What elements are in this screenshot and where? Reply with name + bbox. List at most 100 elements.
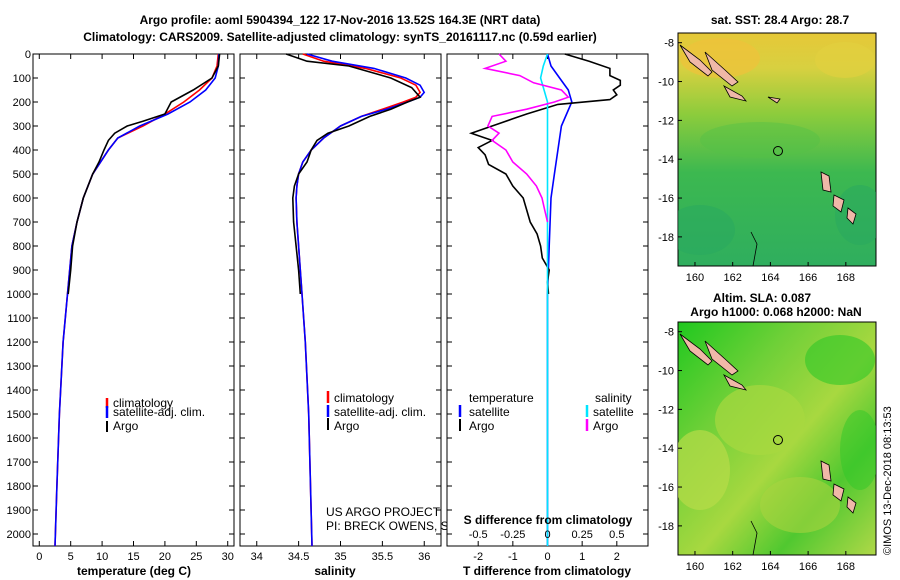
- legend3-t-satellite: satellite: [469, 405, 510, 419]
- sla-texture: [678, 335, 876, 533]
- y-tick-label: 600: [13, 193, 31, 205]
- y-tick-label: 700: [13, 217, 31, 229]
- s-tick-label: 0.5: [609, 529, 624, 541]
- map2-title1: Altim. SLA: 0.087: [713, 291, 811, 305]
- y-tick-label: 1300: [7, 361, 31, 373]
- s-tick-label: -0.25: [500, 529, 525, 541]
- y-tick-label: 300: [13, 121, 31, 133]
- credit-line1: US ARGO PROJECT: [326, 505, 441, 519]
- s-tick-label: 0.25: [571, 529, 592, 541]
- x-tick-label: -1: [508, 551, 518, 563]
- x-tick-label: 30: [222, 551, 234, 563]
- argo-position-marker: [773, 146, 783, 156]
- difference-panel: -2 -1 0 1 2 T difference from climatology S …: [446, 53, 649, 578]
- lon-tick-label: 168: [837, 561, 855, 573]
- sst-map: -8 -10 -12 -14 -16 -18 160 162 164 166 168: [658, 32, 877, 284]
- legend3-s-argo: Argo: [593, 419, 619, 433]
- sla-map: -8 -10 -12 -14 -16 -18 160 162 164 166 168: [658, 321, 877, 573]
- x-tick-label: 35: [334, 551, 346, 563]
- x-tick-label: 34: [251, 551, 263, 563]
- lat-tick-label: -10: [658, 77, 674, 89]
- legend-satellite: satellite-adj. clim.: [113, 405, 205, 419]
- x-tick-label: 0: [544, 551, 550, 563]
- y-tick-label: 1800: [7, 481, 31, 493]
- lat-tick-label: -18: [658, 232, 674, 244]
- legend-argo: Argo: [113, 419, 139, 433]
- temperature-panel: 0 100 200 300 400 500 600 700 800 900 1000 1100 1200…: [7, 49, 235, 578]
- lat-tick-label: -12: [658, 404, 674, 416]
- s-tick-label: 0: [544, 529, 550, 541]
- lon-tick-label: 162: [724, 272, 742, 284]
- series-line-salinity-satellite: [539, 53, 549, 546]
- x-tick-label: 36: [418, 551, 430, 563]
- coastline: [679, 44, 857, 267]
- y-tick-label: 200: [13, 97, 31, 109]
- s-tick-label: -0.5: [469, 529, 488, 541]
- temperature-plot-frame: [32, 53, 235, 547]
- y-tick-label: 1400: [7, 385, 31, 397]
- x-tick-label: 5: [68, 551, 74, 563]
- y-tick-label: 0: [25, 49, 31, 61]
- y-tick-label: 100: [13, 73, 31, 85]
- lat-tick-label: -14: [658, 154, 674, 166]
- series-line-satellite-adj-clim-: [295, 53, 426, 547]
- y-tick-label: 800: [13, 241, 31, 253]
- legend3-t-argo: Argo: [469, 419, 495, 433]
- y-tick-label: 900: [13, 265, 31, 277]
- y-tick-label: 1500: [7, 409, 31, 421]
- lat-tick-label: -8: [664, 327, 674, 339]
- y-tick-label: 1000: [7, 289, 31, 301]
- y-tick-label: 400: [13, 145, 31, 157]
- argo-position-marker: [773, 435, 783, 445]
- lon-tick-label: 166: [799, 272, 817, 284]
- y-tick-label: 2000: [7, 529, 31, 541]
- legend3-temperature: temperature: [469, 391, 534, 405]
- series-line-satellite-adj-clim-: [54, 53, 220, 547]
- x-tick-label: 15: [127, 551, 139, 563]
- y-tick-label: 1900: [7, 505, 31, 517]
- lon-tick-label: 168: [837, 272, 855, 284]
- x-tick-label: 34.5: [288, 551, 309, 563]
- figure-title-line1: Argo profile: aoml 5904394_122 17-Nov-20…: [140, 13, 541, 27]
- series-line-argo: [67, 53, 221, 295]
- difference-legend: temperature salinity satellite Argo sate…: [458, 391, 634, 433]
- lat-tick-label: -14: [658, 443, 674, 455]
- temperature-xlabel: temperature (deg C): [77, 564, 191, 578]
- x-tick-label: 35.5: [372, 551, 393, 563]
- lat-tick-label: -12: [658, 115, 674, 127]
- x-tick-label: 2: [614, 551, 620, 563]
- lat-tick-label: -8: [664, 38, 674, 50]
- lon-tick-label: 160: [686, 272, 704, 284]
- legend-satellite-s: satellite-adj. clim.: [334, 405, 426, 419]
- y-tick-label: 1700: [7, 457, 31, 469]
- difference-xlabel-top: S difference from climatology: [464, 513, 633, 527]
- salinity-panel: 34 34.5 35 35.5 36 salinity climatology sate…: [239, 53, 606, 578]
- difference-xlabel: T difference from climatology: [463, 564, 631, 578]
- salinity-plot-frame: [239, 53, 442, 547]
- temperature-legend: climatology satellite-adj. clim. Argo: [105, 396, 205, 433]
- lat-tick-label: -16: [658, 482, 674, 494]
- salinity-xlabel: salinity: [314, 564, 356, 578]
- lon-tick-label: 166: [799, 561, 817, 573]
- legend3-s-satellite: satellite: [593, 405, 634, 419]
- y-tick-label: 1200: [7, 337, 31, 349]
- lon-tick-label: 160: [686, 561, 704, 573]
- map1-title: sat. SST: 28.4 Argo: 28.7: [711, 13, 850, 27]
- figure-title-line2: Climatology: CARS2009. Satellite-adjuste…: [83, 30, 597, 44]
- x-tick-label: 20: [159, 551, 171, 563]
- y-tick-label: 500: [13, 169, 31, 181]
- legend-climatology-s: climatology: [334, 391, 394, 405]
- lat-tick-label: -16: [658, 193, 674, 205]
- x-tick-label: 1: [579, 551, 585, 563]
- x-tick-label: -2: [473, 551, 483, 563]
- salinity-diff-ticks: -0.5 -0.25 0 0.25 0.5: [469, 529, 625, 541]
- lon-tick-label: 162: [724, 561, 742, 573]
- legend3-salinity: salinity: [595, 391, 632, 405]
- series-line-salinity-argo: [482, 53, 570, 223]
- legend-climatology: climatology: [113, 396, 173, 410]
- series-line-argo: [285, 53, 422, 295]
- lon-tick-label: 164: [761, 272, 779, 284]
- lat-tick-label: -10: [658, 366, 674, 378]
- lon-tick-label: 164: [761, 561, 779, 573]
- y-tick-label: 1100: [7, 313, 31, 325]
